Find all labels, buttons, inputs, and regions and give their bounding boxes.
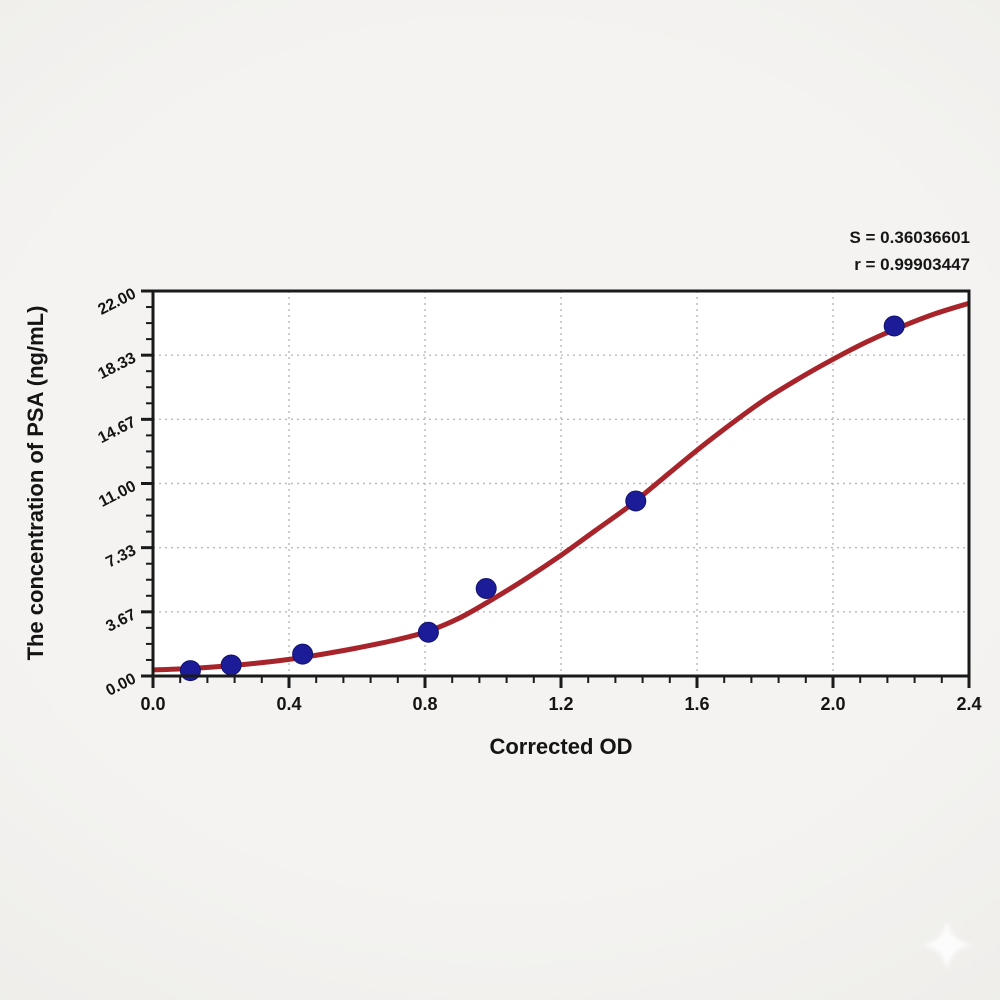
- y-tick-label: 3.67: [103, 606, 139, 635]
- data-point-marker: [625, 490, 647, 512]
- x-tick-label: 0.8: [412, 694, 437, 714]
- y-tick-label: 11.00: [96, 478, 139, 511]
- y-tick-label: 0.00: [103, 670, 139, 699]
- data-point-marker: [475, 578, 497, 599]
- x-tick-label: 1.2: [548, 694, 573, 714]
- x-tick-label: 2.0: [820, 694, 845, 714]
- y-tick-label: 18.33: [95, 350, 138, 383]
- data-point-marker: [220, 654, 242, 676]
- data-point-marker: [417, 621, 439, 643]
- data-point-marker: [883, 315, 905, 337]
- fit-stat-s: S = 0.36036601: [849, 228, 970, 247]
- fit-stat-r: r = 0.99903447: [854, 255, 970, 274]
- x-tick-label: 0.4: [276, 694, 301, 714]
- sparkle-watermark-icon: [922, 920, 972, 970]
- data-point-marker: [179, 660, 201, 682]
- y-tick-label: 14.67: [95, 414, 138, 447]
- fit-curve: [153, 300, 969, 673]
- x-tick-label: 1.6: [684, 694, 709, 714]
- y-tick-label: 22.00: [95, 285, 138, 318]
- fit-statistics: S = 0.36036601 r = 0.99903447: [849, 224, 970, 278]
- x-axis-title: Corrected OD: [489, 734, 633, 759]
- x-tick-label: 2.4: [956, 694, 981, 714]
- x-tick-label: 0.0: [140, 694, 165, 714]
- data-point-marker: [292, 643, 314, 665]
- y-tick-label: 7.33: [103, 542, 139, 571]
